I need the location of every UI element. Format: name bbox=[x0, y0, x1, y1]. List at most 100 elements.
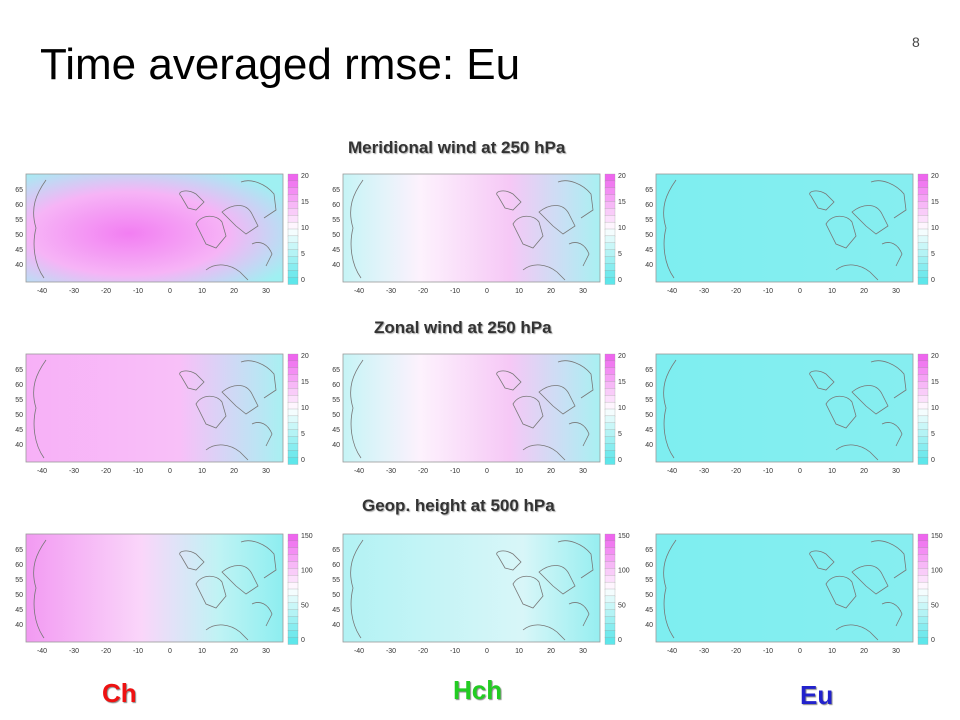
longitude-tick-label: -20 bbox=[731, 648, 741, 655]
color-scale-band bbox=[287, 353, 299, 362]
color-scale-band bbox=[604, 554, 616, 563]
color-scale-band bbox=[604, 395, 616, 403]
color-scale-band bbox=[287, 173, 299, 182]
longitude-tick-label: -20 bbox=[731, 288, 741, 295]
longitude-tick-label: -30 bbox=[69, 468, 79, 475]
color-scale-band bbox=[604, 630, 616, 638]
latitude-tick-label: 65 bbox=[332, 187, 340, 194]
latitude-tick-label: 55 bbox=[645, 397, 653, 404]
latitude-tick-label: 40 bbox=[15, 262, 23, 269]
color-scale-band bbox=[917, 208, 929, 216]
latitude-tick-label: 40 bbox=[645, 442, 653, 449]
color-scale-band bbox=[604, 374, 616, 383]
color-scale-band bbox=[604, 173, 616, 182]
color-scale-label: 0 bbox=[618, 637, 622, 644]
color-scale-band bbox=[287, 533, 299, 542]
color-scale-band bbox=[604, 422, 616, 431]
color-scale-band bbox=[917, 422, 929, 431]
longitude-tick-label: -40 bbox=[354, 648, 364, 655]
color-scale-label: 5 bbox=[301, 431, 305, 438]
color-scale-band bbox=[917, 415, 929, 424]
color-scale-band bbox=[287, 443, 299, 451]
color-scale-band bbox=[917, 235, 929, 244]
longitude-tick-label: 0 bbox=[798, 648, 802, 655]
color-scale-band bbox=[287, 547, 299, 556]
longitude-tick-label: 0 bbox=[485, 288, 489, 295]
color-scale-band bbox=[604, 588, 616, 597]
color-scale-band bbox=[287, 422, 299, 431]
color-scale-band bbox=[604, 256, 616, 265]
latitude-tick-label: 60 bbox=[645, 562, 653, 569]
color-scale-label: 10 bbox=[301, 225, 309, 232]
color-scale-band bbox=[604, 568, 616, 576]
color-scale-band bbox=[917, 436, 929, 445]
color-scale-band bbox=[287, 616, 299, 625]
color-scale-band bbox=[287, 575, 299, 583]
color-scale-band bbox=[917, 533, 929, 542]
color-scale-band bbox=[287, 201, 299, 210]
color-scale-band bbox=[287, 623, 299, 631]
color-scale-label: 150 bbox=[618, 533, 630, 540]
map-panel: 65 60 55 50 45 40 -40 -30 -20 -10 0 10 20 30 20 15 10 5 0 bbox=[638, 350, 943, 480]
latitude-tick-label: 50 bbox=[645, 412, 653, 419]
color-scale-band bbox=[287, 561, 299, 570]
longitude-tick-label: 20 bbox=[547, 288, 555, 295]
color-scale-band bbox=[917, 270, 929, 278]
color-scale-band bbox=[604, 215, 616, 223]
color-scale-label: 0 bbox=[931, 277, 935, 284]
latitude-tick-label: 45 bbox=[332, 247, 340, 254]
latitude-tick-label: 45 bbox=[332, 607, 340, 614]
longitude-tick-label: 0 bbox=[798, 468, 802, 475]
color-scale-band bbox=[604, 360, 616, 369]
color-scale-label: 5 bbox=[301, 251, 305, 258]
longitude-tick-label: -30 bbox=[69, 648, 79, 655]
latitude-tick-label: 50 bbox=[332, 592, 340, 599]
longitude-tick-label: -10 bbox=[763, 288, 773, 295]
color-scale-band bbox=[917, 215, 929, 223]
longitude-tick-label: 20 bbox=[230, 468, 238, 475]
latitude-tick-label: 45 bbox=[15, 427, 23, 434]
color-scale-band bbox=[287, 221, 299, 230]
color-scale-band bbox=[604, 263, 616, 271]
color-scale-label: 10 bbox=[301, 405, 309, 412]
latitude-tick-label: 45 bbox=[645, 247, 653, 254]
color-scale-band bbox=[917, 401, 929, 410]
color-scale-band bbox=[604, 595, 616, 604]
longitude-tick-label: -30 bbox=[699, 468, 709, 475]
longitude-tick-label: 30 bbox=[892, 468, 900, 475]
color-scale-band bbox=[604, 429, 616, 438]
color-scale-band bbox=[287, 367, 299, 376]
color-scale-band bbox=[287, 602, 299, 611]
map-panel: 65 60 55 50 45 40 -40 -30 -20 -10 0 10 20 30 150 100 50 0 bbox=[638, 530, 943, 660]
longitude-tick-label: -40 bbox=[37, 648, 47, 655]
color-scale-band bbox=[917, 575, 929, 583]
color-scale-band bbox=[287, 554, 299, 563]
color-scale-band bbox=[917, 367, 929, 376]
color-scale-band bbox=[917, 630, 929, 638]
color-scale-label: 0 bbox=[931, 637, 935, 644]
longitude-tick-label: 20 bbox=[230, 288, 238, 295]
color-scale-band bbox=[917, 256, 929, 265]
color-scale-label: 15 bbox=[618, 379, 626, 386]
latitude-tick-label: 60 bbox=[645, 382, 653, 389]
latitude-tick-label: 55 bbox=[15, 217, 23, 224]
latitude-tick-label: 65 bbox=[645, 367, 653, 374]
longitude-tick-label: -10 bbox=[763, 468, 773, 475]
color-scale-band bbox=[287, 242, 299, 251]
color-scale-band bbox=[917, 595, 929, 604]
longitude-tick-label: 20 bbox=[860, 648, 868, 655]
latitude-tick-label: 55 bbox=[332, 397, 340, 404]
map-panel: 65 60 55 50 45 40 -40 -30 -20 -10 0 10 20 30 150 100 50 0 bbox=[8, 530, 313, 660]
longitude-tick-label: 20 bbox=[860, 288, 868, 295]
color-scale-label: 10 bbox=[618, 225, 626, 232]
color-scale-band bbox=[604, 228, 616, 237]
longitude-tick-label: -10 bbox=[133, 288, 143, 295]
color-scale-band bbox=[604, 623, 616, 631]
color-scale-band bbox=[604, 533, 616, 542]
longitude-tick-label: 0 bbox=[168, 648, 172, 655]
color-scale-band bbox=[287, 595, 299, 604]
latitude-tick-label: 60 bbox=[15, 562, 23, 569]
slide-number: 8 bbox=[912, 34, 920, 50]
color-scale-label: 100 bbox=[931, 568, 943, 575]
longitude-tick-label: -10 bbox=[133, 468, 143, 475]
